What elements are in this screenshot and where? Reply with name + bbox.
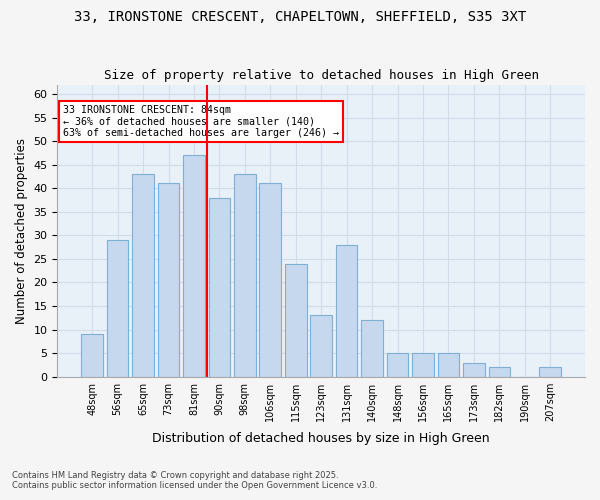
X-axis label: Distribution of detached houses by size in High Green: Distribution of detached houses by size … [152, 432, 490, 445]
Title: Size of property relative to detached houses in High Green: Size of property relative to detached ho… [104, 69, 539, 82]
Bar [412, 353, 434, 376]
Bar [209, 198, 230, 376]
Bar [387, 353, 409, 376]
Bar [285, 264, 307, 376]
Text: Contains HM Land Registry data © Crown copyright and database right 2025.
Contai: Contains HM Land Registry data © Crown c… [12, 470, 377, 490]
Bar [82, 334, 103, 376]
Bar [234, 174, 256, 376]
Bar [539, 367, 561, 376]
Text: 33 IRONSTONE CRESCENT: 84sqm
← 36% of detached houses are smaller (140)
63% of s: 33 IRONSTONE CRESCENT: 84sqm ← 36% of de… [62, 105, 338, 138]
Bar [158, 184, 179, 376]
Bar [488, 367, 510, 376]
Bar [437, 353, 459, 376]
Bar [463, 362, 485, 376]
Bar [132, 174, 154, 376]
Y-axis label: Number of detached properties: Number of detached properties [15, 138, 28, 324]
Bar [361, 320, 383, 376]
Bar [336, 244, 358, 376]
Bar [107, 240, 128, 376]
Bar [183, 155, 205, 376]
Bar [259, 184, 281, 376]
Bar [310, 316, 332, 376]
Text: 33, IRONSTONE CRESCENT, CHAPELTOWN, SHEFFIELD, S35 3XT: 33, IRONSTONE CRESCENT, CHAPELTOWN, SHEF… [74, 10, 526, 24]
